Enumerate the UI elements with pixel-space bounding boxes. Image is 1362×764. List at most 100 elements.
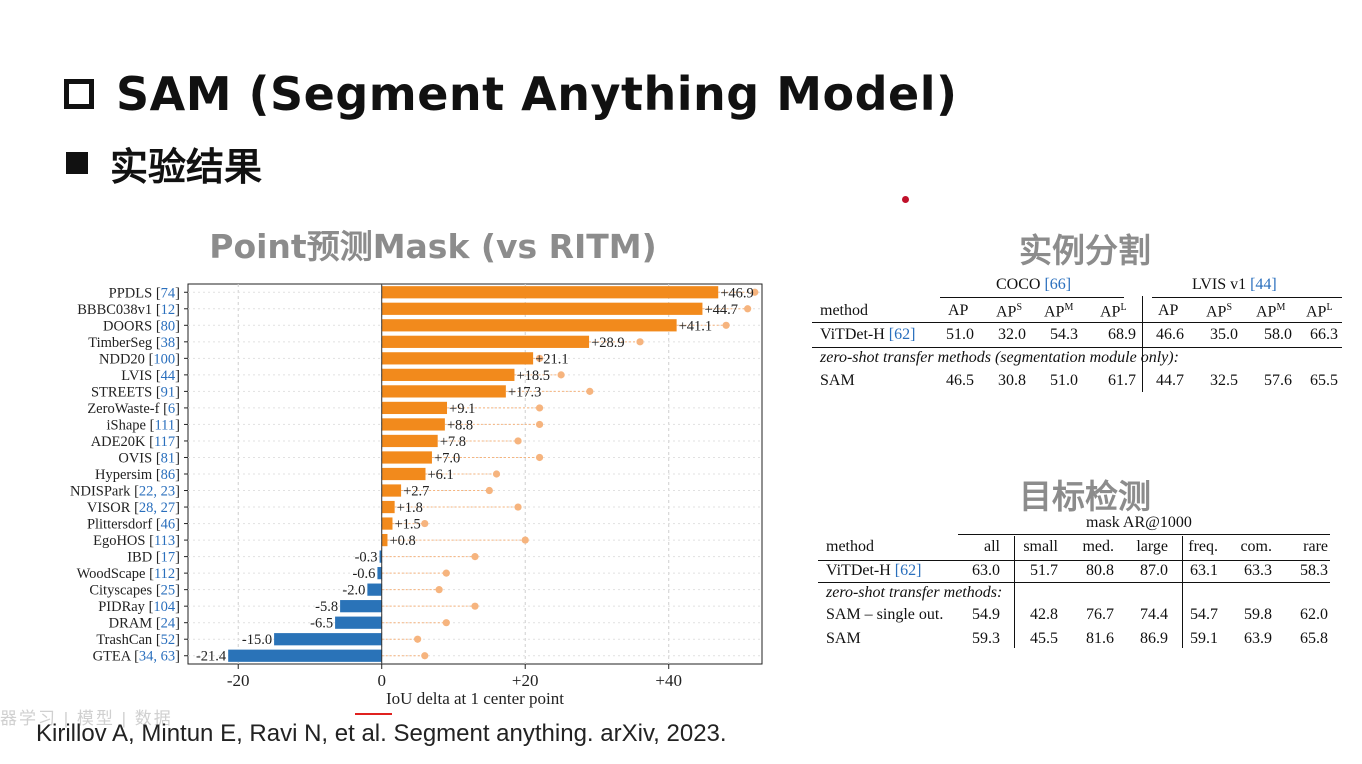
category-label: PPDLS [74] bbox=[109, 285, 180, 301]
det-section-rule bbox=[818, 582, 1330, 583]
category-label: NDISPark [22, 23] bbox=[70, 484, 180, 500]
category-label: iShape [111] bbox=[107, 417, 180, 433]
column-header: rare bbox=[1303, 538, 1328, 555]
value-label: +0.8 bbox=[389, 533, 415, 549]
category-label: Cityscapes [25] bbox=[89, 583, 180, 599]
value-dot bbox=[492, 470, 501, 478]
table-cell: 54.9 bbox=[972, 606, 1000, 623]
value-label: +1.5 bbox=[394, 517, 420, 533]
det-row-sam-method: SAM bbox=[826, 630, 861, 647]
table-cell: 58.3 bbox=[1300, 562, 1328, 579]
value-label: -0.3 bbox=[355, 550, 378, 566]
bar-ishape bbox=[381, 418, 445, 431]
bar-ibd bbox=[379, 550, 382, 563]
det-zero-shot-note: zero-shot transfer methods: bbox=[826, 584, 1003, 601]
category-label: ZeroWaste-f [6] bbox=[87, 401, 180, 417]
value-dot bbox=[471, 602, 479, 610]
category-label: LVIS [44] bbox=[121, 368, 180, 384]
category-label: OVIS [81] bbox=[118, 450, 180, 466]
category-label: Plittersdorf [46] bbox=[87, 517, 180, 533]
bar-ovis bbox=[381, 451, 432, 464]
col-method: method bbox=[820, 302, 868, 319]
table-cell: 54.7 bbox=[1190, 606, 1218, 623]
x-axis-label: IoU delta at 1 center point bbox=[386, 689, 564, 708]
category-label: WoodScape [112] bbox=[77, 566, 180, 582]
category-label: GTEA [34, 63] bbox=[93, 649, 180, 665]
table-cell: 63.3 bbox=[1244, 562, 1272, 579]
value-label: +8.8 bbox=[447, 417, 473, 433]
value-dot bbox=[744, 305, 752, 313]
table-cell: 65.8 bbox=[1300, 630, 1328, 647]
header-rule bbox=[812, 322, 1342, 323]
value-label: +7.8 bbox=[440, 434, 466, 450]
table-cell: 42.8 bbox=[1030, 606, 1058, 623]
value-label: +6.1 bbox=[427, 467, 453, 483]
bar-bbbc038v1 bbox=[381, 302, 703, 315]
x-tick-label: 0 bbox=[377, 671, 386, 690]
category-label: DOORS [80] bbox=[103, 318, 180, 334]
seg-table-heading: 实例分割 bbox=[1019, 231, 1151, 270]
row-vitdet-method: ViTDet-H [62] bbox=[820, 326, 916, 343]
column-header: large bbox=[1136, 538, 1168, 555]
table-cell: 65.5 bbox=[1310, 372, 1338, 389]
bar-ndd20 bbox=[381, 352, 534, 365]
value-dot bbox=[557, 371, 565, 379]
value-label: -6.5 bbox=[310, 616, 333, 632]
value-dot bbox=[535, 354, 544, 362]
value-dot bbox=[535, 420, 544, 429]
iou-delta-chart: -20 0 +20 +40 +46.9 PPDLS [74] +44.7 BBBC038v1 … bbox=[0, 272, 770, 716]
value-label: +46.9 bbox=[720, 285, 754, 301]
table-cell: 63.0 bbox=[972, 562, 1000, 579]
coco-group-header: COCO [66] bbox=[996, 276, 1072, 293]
col-lvis-ap-l: APL bbox=[1306, 302, 1333, 321]
value-dot bbox=[435, 586, 443, 594]
slide-title-row: SAM (Segment Anything Model) bbox=[64, 66, 958, 122]
bar-cityscapes bbox=[367, 583, 382, 596]
x-tick-label: -20 bbox=[227, 671, 250, 690]
table-cell: 44.7 bbox=[1156, 372, 1184, 389]
value-label: +2.7 bbox=[403, 484, 429, 500]
value-dot bbox=[521, 536, 529, 544]
bar-egohos bbox=[381, 533, 388, 547]
bar-lvis bbox=[381, 368, 515, 381]
value-label: +28.9 bbox=[591, 335, 625, 351]
col-coco-ap-m: APM bbox=[1044, 302, 1074, 321]
table-cell: 59.3 bbox=[972, 630, 1000, 647]
bar-plittersdorf bbox=[381, 517, 393, 530]
det-table-heading: 目标检测 bbox=[1019, 477, 1151, 516]
col-coco-ap-l: APL bbox=[1100, 302, 1127, 321]
col-lvis-ap: AP bbox=[1158, 302, 1179, 319]
col-lvis-ap-m: APM bbox=[1256, 302, 1286, 321]
table-cell: 81.6 bbox=[1086, 630, 1114, 647]
value-dot bbox=[471, 553, 479, 561]
seg-zero-shot-note: zero-shot transfer methods (segmentation… bbox=[820, 349, 1179, 366]
table-cell: 51.0 bbox=[946, 326, 974, 343]
value-label: +18.5 bbox=[516, 368, 550, 384]
value-dot bbox=[421, 519, 429, 528]
value-dot bbox=[751, 288, 759, 296]
video-watermark: 器学习 | 模型 | 数据 bbox=[0, 709, 173, 728]
table-cell: 63.1 bbox=[1190, 562, 1218, 579]
table-cell: 30.8 bbox=[998, 372, 1026, 389]
table-cell: 51.7 bbox=[1030, 562, 1058, 579]
category-label: NDD20 [100] bbox=[99, 351, 180, 367]
column-header: freq. bbox=[1188, 538, 1218, 555]
value-dot bbox=[514, 503, 522, 511]
bar-ndispark bbox=[381, 484, 402, 497]
value-label: +7.0 bbox=[434, 450, 460, 466]
table-cell: 80.8 bbox=[1086, 562, 1114, 579]
col-coco-ap-s: APS bbox=[996, 302, 1023, 321]
bar-ppdls bbox=[381, 286, 719, 299]
citation-text: Kirillov A, Mintun E, Ravi N, et al. Seg… bbox=[36, 720, 727, 747]
value-dot bbox=[636, 338, 644, 346]
table-cell: 35.0 bbox=[1210, 326, 1238, 343]
det-header-rule bbox=[818, 560, 1330, 561]
category-label: Hypersim [86] bbox=[95, 467, 180, 483]
value-label: +41.1 bbox=[679, 318, 713, 334]
lvis-group-rule bbox=[1152, 297, 1342, 298]
table-cell: 63.9 bbox=[1244, 630, 1272, 647]
table-cell: 51.0 bbox=[1050, 372, 1078, 389]
value-label: -15.0 bbox=[242, 632, 272, 648]
col-lvis-ap-s: APS bbox=[1206, 302, 1233, 321]
table-cell: 45.5 bbox=[1030, 630, 1058, 647]
